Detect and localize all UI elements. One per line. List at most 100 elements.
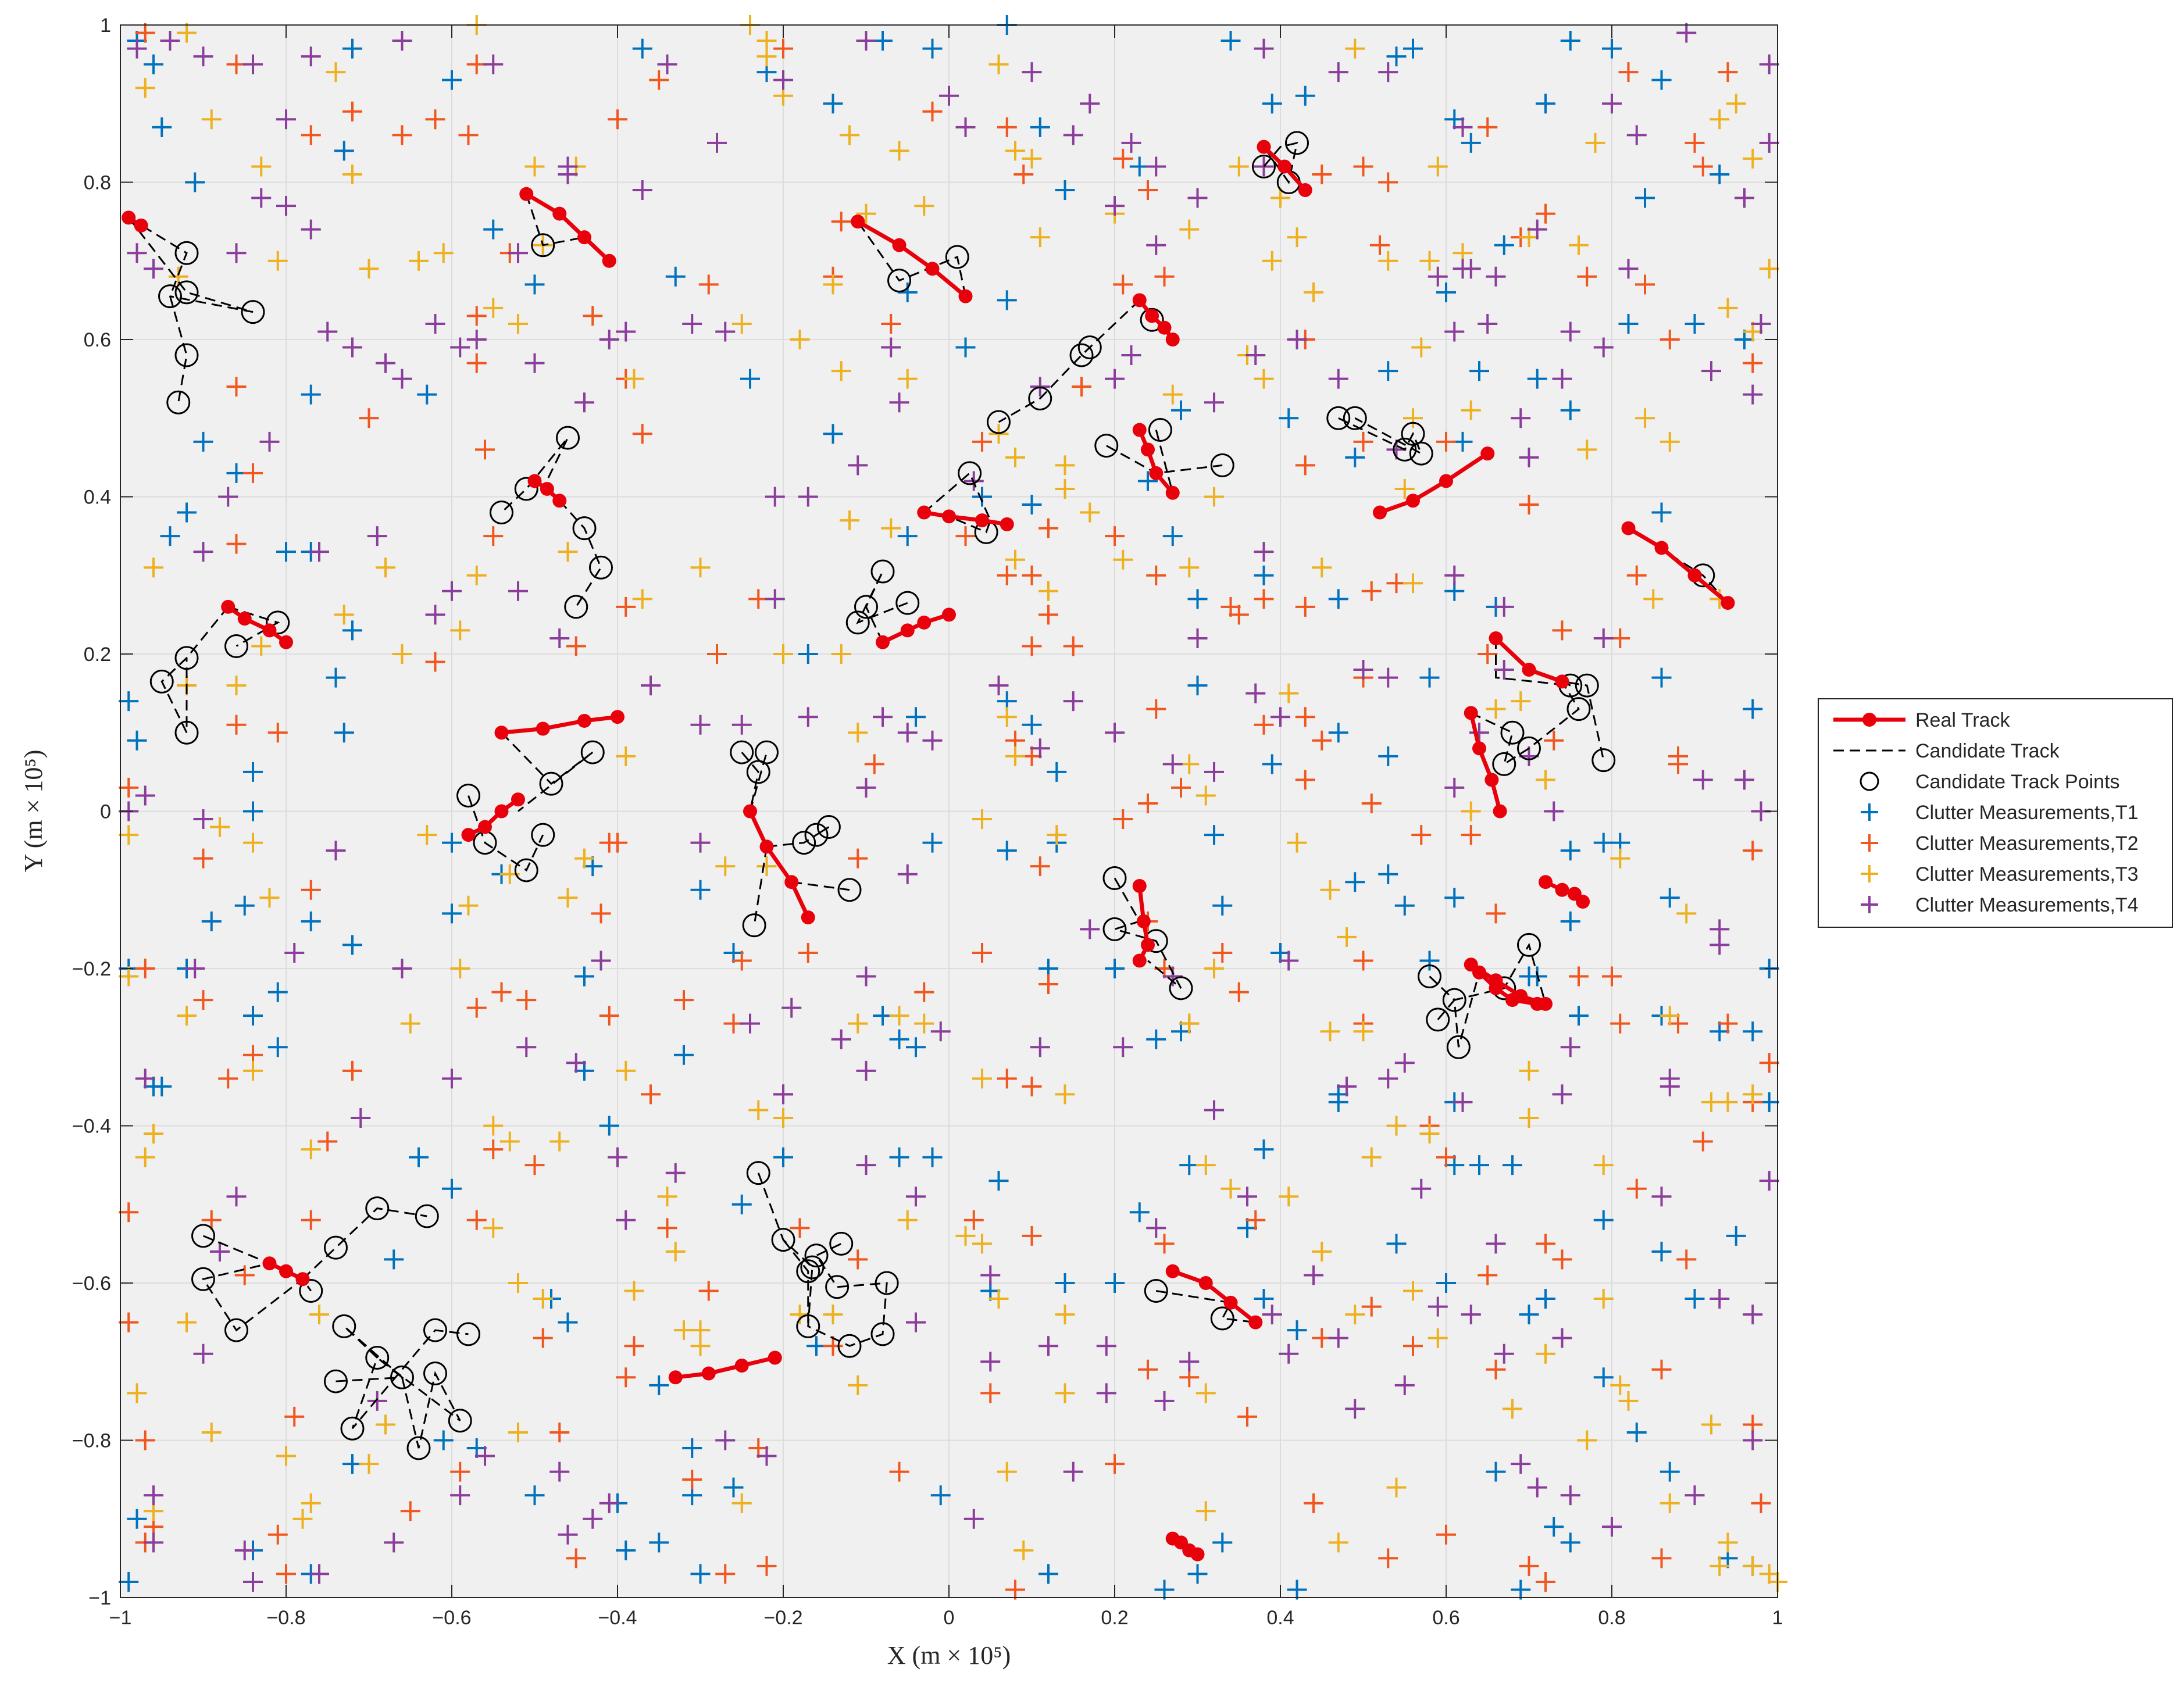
candidate-track-point	[174, 720, 199, 745]
candidate-track-point	[580, 740, 605, 764]
clutter-marker-t2	[1295, 596, 1315, 617]
clutter-marker-t4	[963, 1509, 984, 1529]
candidate-track-point	[895, 591, 920, 615]
clutter-marker-t3	[1386, 1116, 1407, 1136]
clutter-marker-t3	[955, 1225, 976, 1246]
clutter-marker-t1	[558, 1312, 578, 1332]
clutter-marker-t2	[135, 23, 155, 43]
real-track-point	[494, 804, 509, 819]
clutter-marker-t1	[342, 1454, 362, 1474]
real-track-point	[892, 238, 907, 252]
clutter-marker-t2	[1759, 1053, 1779, 1073]
candidate-track-point	[1517, 736, 1541, 760]
real-track-line	[227, 605, 288, 644]
clutter-marker-t3	[1320, 1021, 1340, 1042]
clutter-marker-t2	[1361, 793, 1382, 813]
clutter-marker-t1	[524, 274, 545, 295]
clutter-marker-t2	[980, 1383, 1001, 1403]
clutter-marker-t4	[1187, 628, 1208, 648]
candidate-track-point	[332, 1314, 356, 1338]
clutter-marker-t3	[914, 1013, 934, 1034]
clutter-marker-t2	[599, 1006, 619, 1026]
clutter-marker-t2	[135, 1430, 155, 1450]
real-track-line	[467, 798, 520, 837]
clutter-marker-t3	[450, 620, 470, 641]
clutter-marker-t2	[301, 125, 321, 145]
clutter-marker-t4	[475, 1446, 495, 1466]
clutter-marker-t2	[1353, 156, 1373, 177]
clutter-marker-t3	[1279, 683, 1299, 703]
clutter-marker-t4	[740, 1013, 760, 1034]
clutter-marker-t1	[342, 38, 362, 59]
clutter-marker-t1	[1453, 431, 1473, 452]
clutter-marker-t2	[1229, 605, 1249, 625]
real-track-line	[882, 613, 950, 644]
clutter-marker-t4	[665, 1163, 686, 1183]
clutter-marker-t1	[1254, 1139, 1274, 1160]
clutter-marker-t2	[1022, 746, 1042, 766]
clutter-marker-t2	[483, 526, 504, 546]
candidate-track-point	[564, 595, 588, 619]
clutter-marker-t1	[1569, 1006, 1589, 1026]
candidate-track-line	[302, 1207, 427, 1280]
clutter-marker-t2	[1039, 518, 1058, 538]
candidate-track-line	[791, 881, 850, 891]
clutter-marker-t2	[1361, 581, 1382, 601]
clutter-marker-t4	[798, 487, 818, 507]
clutter-marker-t2	[1022, 1076, 1042, 1096]
clutter-marker-t2	[881, 313, 901, 334]
clutter-marker-t4	[939, 85, 959, 106]
clutter-marker-t3	[127, 1383, 147, 1403]
clutter-marker-t3	[1113, 549, 1133, 570]
y-tick-label: 0.4	[84, 487, 111, 509]
clutter-marker-t4	[897, 864, 918, 884]
clutter-marker-t1	[1602, 38, 1622, 59]
x-tick-label: 0.8	[1598, 1607, 1625, 1629]
clutter-marker-t3	[508, 313, 528, 334]
clutter-marker-t3	[1005, 549, 1025, 570]
clutter-marker-t4	[1494, 1343, 1514, 1364]
clutter-marker-t1	[193, 431, 213, 452]
real-track-point	[602, 253, 616, 268]
clutter-marker-t1	[1129, 156, 1150, 177]
real-track-point	[494, 726, 509, 740]
clutter-marker-t4	[450, 337, 470, 358]
clutter-marker-t3	[1030, 227, 1050, 248]
candidate-track-point	[456, 1322, 480, 1346]
clutter-marker-t3	[1005, 746, 1025, 766]
real-track-point	[1489, 981, 1503, 995]
clutter-marker-t2	[425, 652, 445, 672]
clutter-marker-t1	[1204, 825, 1224, 845]
clutter-marker-t3	[690, 558, 711, 578]
clutter-marker-t4	[1039, 1336, 1058, 1356]
clutter-marker-t1	[1560, 31, 1580, 51]
clutter-marker-t3	[1701, 1092, 1721, 1112]
real-track-point	[851, 215, 865, 229]
clutter-marker-t2	[864, 754, 884, 774]
candidate-track-point	[1077, 335, 1102, 360]
real-track-point	[552, 206, 567, 221]
clutter-marker-t2	[301, 1210, 321, 1230]
clutter-marker-t2	[748, 589, 769, 609]
clutter-marker-t3	[1718, 1092, 1738, 1112]
clutter-marker-t1	[1386, 1234, 1407, 1254]
clutter-marker-t2	[1718, 1013, 1738, 1034]
clutter-marker-t4	[1121, 133, 1141, 153]
clutter-marker-t2	[1411, 825, 1432, 845]
candidate-track-line	[468, 795, 544, 872]
clutter-marker-t4	[1428, 1296, 1448, 1317]
real-track-point	[759, 839, 774, 854]
clutter-marker-t2	[1113, 809, 1133, 830]
clutter-marker-t2	[400, 1501, 420, 1521]
clutter-marker-t2	[1138, 1359, 1158, 1380]
clutter-marker-t3	[856, 203, 876, 224]
clutter-marker-t1	[524, 1485, 545, 1506]
candidate-track-point	[174, 241, 199, 265]
legend-swatch	[1861, 803, 1878, 821]
clutter-marker-t1	[583, 856, 603, 877]
clutter-marker-t4	[1105, 723, 1125, 743]
clutter-marker-t2	[1478, 1265, 1498, 1285]
clutter-marker-t2	[972, 942, 992, 963]
clutter-marker-t4	[1105, 369, 1125, 389]
clutter-marker-t1	[1403, 38, 1423, 59]
